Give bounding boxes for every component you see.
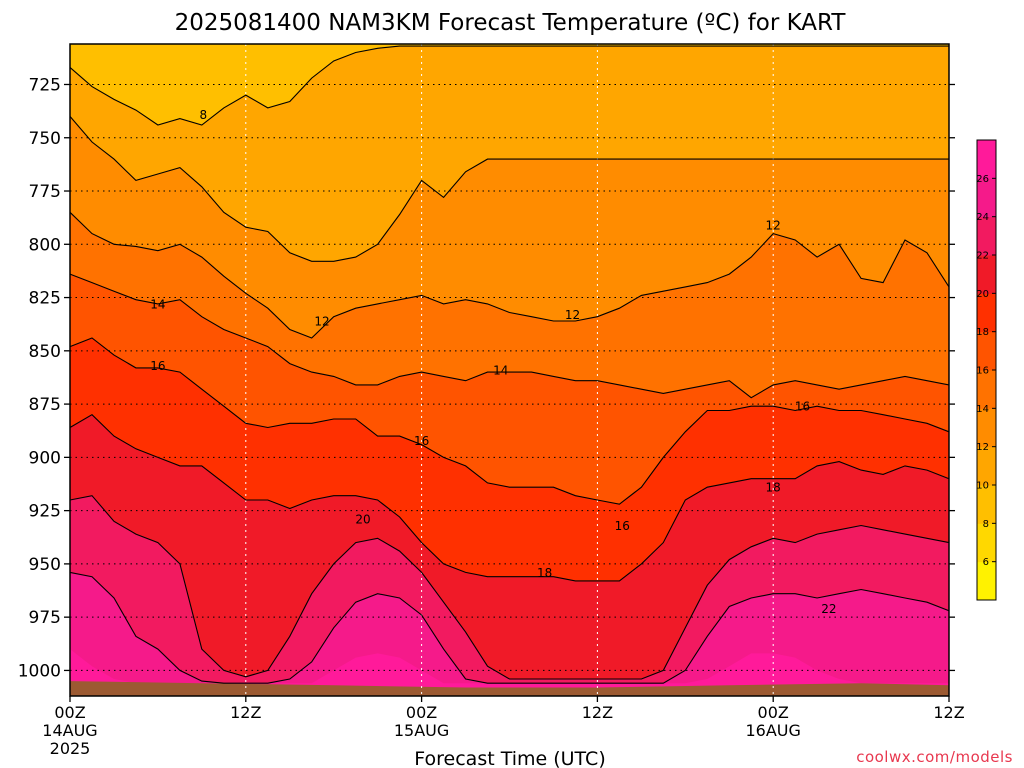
colorbar-label-18: 18 bbox=[976, 327, 989, 338]
contour-label-2: 12 bbox=[565, 308, 580, 322]
x-axis-label: Forecast Time (UTC) bbox=[414, 748, 605, 768]
terrain bbox=[70, 681, 949, 696]
x-tick-label-4: 00Z bbox=[758, 703, 789, 722]
contour-lines bbox=[69, 45, 950, 684]
y-tick-label-925: 925 bbox=[29, 502, 61, 522]
y-tick-label-975: 975 bbox=[29, 608, 61, 628]
contour-label-1: 12 bbox=[314, 314, 329, 328]
plot-area: 8 12 12 12 14 14 16 16 16 16 18 18 20 22 bbox=[69, 43, 950, 697]
contour-label-10: 18 bbox=[537, 566, 552, 580]
contour-8 bbox=[69, 45, 949, 126]
y-tick-label-750: 750 bbox=[29, 129, 61, 149]
colorbar-label-26: 26 bbox=[976, 174, 989, 185]
contour-12 bbox=[69, 211, 950, 339]
plot-frame bbox=[69, 43, 950, 697]
colorbar-seg-9 bbox=[977, 216, 996, 256]
colorbar-seg-6 bbox=[977, 331, 996, 371]
colorbar-label-16: 16 bbox=[976, 366, 989, 377]
colorbar-seg-10 bbox=[977, 178, 996, 218]
contour-label-6: 16 bbox=[150, 359, 165, 373]
y-tick-label-950: 950 bbox=[29, 555, 61, 575]
colorbar: 6 8 10 12 14 16 18 20 22 24 26 bbox=[976, 139, 997, 601]
x-tick-label-1: 12Z bbox=[230, 703, 261, 722]
y-tick-label-775: 775 bbox=[29, 182, 61, 202]
colorbar-label-12: 12 bbox=[976, 442, 989, 453]
y-tick-label-725: 725 bbox=[29, 75, 61, 95]
colorbar-seg-11 bbox=[977, 140, 996, 179]
colorbar-seg-0 bbox=[977, 561, 996, 601]
contour-20 bbox=[69, 495, 950, 680]
x-tick-label-2: 00Z bbox=[406, 703, 437, 722]
y-tick-label-900: 900 bbox=[29, 448, 61, 468]
band-above-22 bbox=[70, 572, 949, 696]
contour-14 bbox=[69, 273, 950, 399]
x-tick-date-2: 15AUG bbox=[394, 721, 449, 740]
colorbar-seg-1 bbox=[977, 523, 996, 563]
temperature-bands bbox=[70, 44, 949, 697]
terrain-fill bbox=[70, 681, 949, 696]
y-tick-label-800: 800 bbox=[29, 235, 61, 255]
x-tick-label-5: 12Z bbox=[933, 703, 964, 722]
colorbar-label-22: 22 bbox=[976, 251, 989, 262]
contour-label-3: 12 bbox=[766, 219, 781, 233]
colorbar-label-24: 24 bbox=[976, 212, 989, 223]
contour-label-8: 16 bbox=[615, 519, 630, 533]
x-tick-label-0: 00Z bbox=[54, 703, 85, 722]
contour-16 bbox=[69, 337, 950, 505]
colorbar-label-20: 20 bbox=[976, 289, 989, 300]
colorbar-seg-7 bbox=[977, 293, 996, 333]
contour-22 bbox=[69, 571, 950, 684]
colorbar-seg-2 bbox=[977, 485, 996, 524]
band-above-24 bbox=[70, 649, 949, 696]
contour-10 bbox=[69, 116, 949, 262]
colorbar-seg-4 bbox=[977, 408, 996, 448]
y-tick-label-875: 875 bbox=[29, 395, 61, 415]
contour-label-5: 14 bbox=[493, 364, 508, 378]
colorbar-label-8: 8 bbox=[983, 519, 989, 530]
contour-label-9: 16 bbox=[795, 400, 810, 414]
colorbar-label-6: 6 bbox=[983, 557, 989, 568]
x-tick-year-0: 2025 bbox=[50, 739, 91, 758]
grid-lines bbox=[70, 44, 949, 696]
contour-18 bbox=[69, 414, 950, 582]
contour-label-11: 18 bbox=[766, 481, 781, 495]
y-tick-label-825: 825 bbox=[29, 289, 61, 309]
contour-label-7: 16 bbox=[414, 434, 429, 448]
x-tick-date-4: 16AUG bbox=[745, 721, 800, 740]
y-tick-label-1000: 1000 bbox=[18, 661, 61, 681]
contour-label-13: 22 bbox=[821, 602, 836, 616]
contour-label-12: 20 bbox=[355, 513, 370, 527]
colorbar-label-14: 14 bbox=[976, 404, 989, 415]
colorbar-seg-8 bbox=[977, 255, 996, 294]
chart-title: 2025081400 NAM3KM Forecast Temperature (… bbox=[175, 10, 847, 36]
colorbar-seg-3 bbox=[977, 446, 996, 486]
contour-labels: 8 12 12 12 14 14 16 16 16 16 18 18 20 22 bbox=[150, 108, 836, 616]
colorbar-seg-5 bbox=[977, 370, 996, 409]
watermark: coolwx.com/models bbox=[856, 748, 1013, 766]
colorbar-label-10: 10 bbox=[976, 481, 989, 492]
x-tick-label-3: 12Z bbox=[582, 703, 613, 722]
y-axis: 725 750 775 800 825 850 875 900 925 950 975 1000 bbox=[18, 75, 955, 681]
contour-label-4: 14 bbox=[150, 297, 165, 311]
x-tick-date-0: 14AUG bbox=[42, 721, 97, 740]
y-tick-label-850: 850 bbox=[29, 342, 61, 362]
contour-label-0: 8 bbox=[199, 108, 207, 122]
